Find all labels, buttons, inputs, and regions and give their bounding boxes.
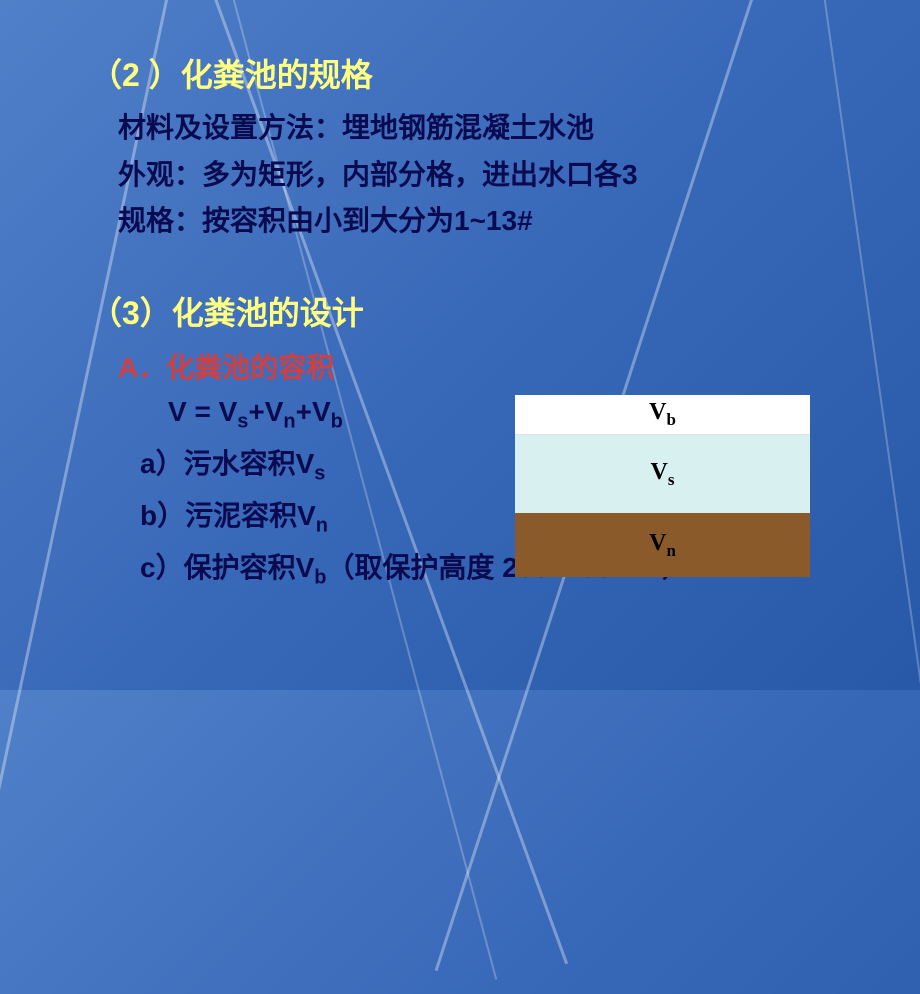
section-2-heading: （2 ）化粪池的规格: [90, 50, 830, 96]
diagram-layer-vs: Vs: [515, 435, 810, 513]
sub-a-title: A．化粪池的容积: [118, 346, 830, 386]
volume-diagram: Vb Vs Vn: [515, 395, 810, 577]
sub-a-letter: A．: [118, 352, 166, 383]
diagram-layer-vn: Vn: [515, 513, 810, 577]
diagram-layer-vb: Vb: [515, 395, 810, 435]
section-2-line-1: 材料及设置方法：埋地钢筋混凝土水池: [118, 108, 830, 149]
sub-a-text: 化粪池的容积: [166, 352, 334, 383]
section-2-line-3: 规格：按容积由小到大分为1~13#: [118, 201, 830, 242]
section-3-heading: （3）化粪池的设计: [90, 288, 830, 334]
section-2-line-2: 外观：多为矩形，内部分格，进出水口各3: [118, 155, 830, 196]
